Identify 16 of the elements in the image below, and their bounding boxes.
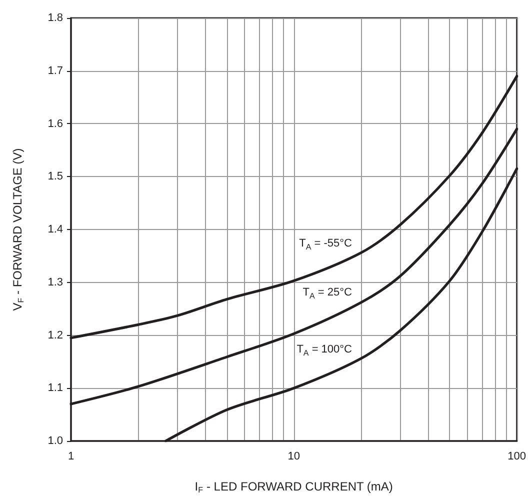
y-tick-label: 1.7	[48, 64, 63, 77]
y-tick-label: 1.1	[48, 382, 63, 394]
y-tick-label: 1.3	[48, 276, 63, 288]
y-tick-label: 1.2	[48, 329, 63, 342]
y-tick-label: 1.8	[48, 12, 63, 24]
x-tick-label: 1	[68, 450, 74, 462]
y-tick-label: 1.4	[48, 224, 63, 236]
series-label: T$_{A}$ = -55°C	[298, 237, 353, 252]
y-tick-label: 1.5	[48, 170, 63, 183]
series-label: T$_{A}$ = 25°C	[302, 286, 353, 301]
x-tick-label: 10	[288, 450, 300, 462]
series-label: T$_{A}$ = 100°C	[296, 343, 353, 357]
y-axis-title: VF - FORWARD VOLTAGE (V)	[10, 148, 26, 311]
y-tick-label: 1.6	[48, 118, 63, 130]
x-tick-label: 100	[508, 450, 526, 462]
y-tick-label: 1.0	[48, 435, 63, 447]
